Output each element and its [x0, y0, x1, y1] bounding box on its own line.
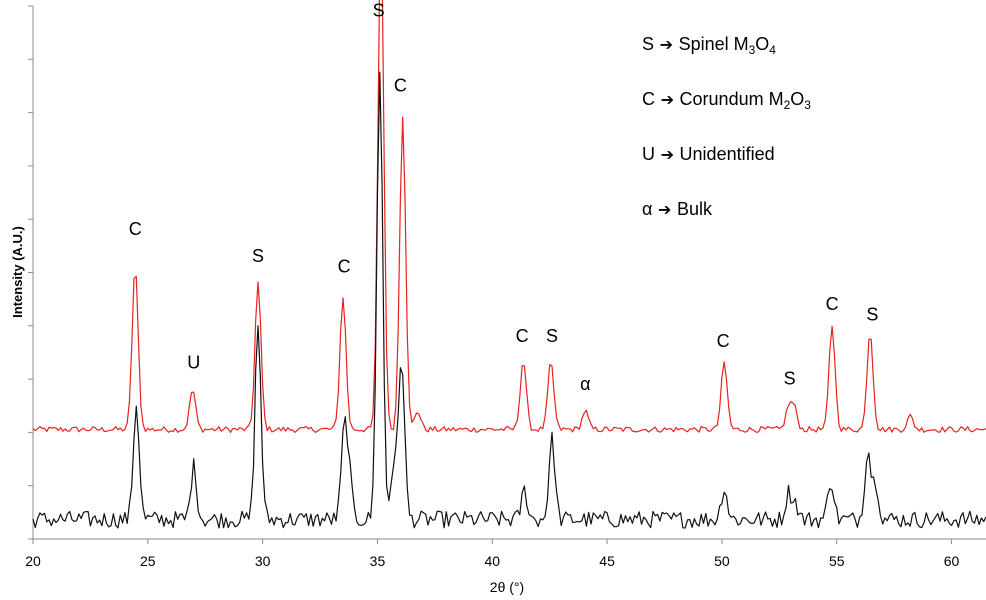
legend-name-part: O	[755, 34, 769, 54]
x-tick-label: 60	[944, 553, 960, 569]
legend-subscript: 3	[749, 43, 756, 57]
legend-subscript: 2	[784, 98, 791, 112]
x-tick-label: 40	[484, 553, 500, 569]
legend-name: Corundum M	[680, 89, 784, 109]
peak-label: C	[516, 326, 529, 346]
legend-entry: C ➔ Corundum M2O3	[642, 89, 811, 112]
legend-arrow: ➔	[654, 35, 679, 54]
x-tick-label: 20	[25, 553, 41, 569]
x-tick-label: 30	[255, 553, 271, 569]
peak-label: C	[394, 75, 407, 95]
peak-label: C	[338, 257, 351, 277]
series-line-black	[32, 71, 986, 529]
legend-symbol: U	[642, 144, 655, 164]
legend-arrow: ➔	[655, 145, 680, 164]
legend-entry: α ➔ Bulk	[642, 199, 713, 219]
peak-label: S	[784, 368, 796, 388]
legend-symbol: α	[642, 199, 652, 219]
peak-label: α	[580, 374, 590, 394]
legend-arrow: ➔	[655, 90, 680, 109]
legend-name: Unidentified	[680, 144, 775, 164]
legend-subscript: 3	[804, 98, 811, 112]
y-axis-ticks	[28, 5, 33, 540]
x-tick-label: 45	[599, 553, 615, 569]
x-axis-label: 2θ (°)	[490, 579, 524, 595]
legend-name: Spinel M	[679, 34, 749, 54]
x-tick-label: 50	[714, 553, 730, 569]
legend-symbol: S	[642, 34, 654, 54]
legend-arrow: ➔	[652, 200, 677, 219]
peak-label: C	[129, 219, 142, 239]
legend-name-part: O	[790, 89, 804, 109]
legend-entry: U ➔ Unidentified	[642, 144, 775, 164]
series-group	[32, 0, 986, 529]
y-axis-label: Intensity (A.U.)	[10, 226, 25, 318]
peak-label: S	[252, 246, 264, 266]
legend-symbol: C	[642, 89, 655, 109]
peak-label: C	[717, 331, 730, 351]
peak-label: S	[373, 1, 385, 21]
peak-label: S	[866, 304, 878, 324]
series-line-red	[32, 0, 986, 433]
peak-label: S	[546, 326, 558, 346]
peak-label: U	[187, 352, 200, 372]
peak-label: C	[826, 294, 839, 314]
x-tick-label: 55	[829, 553, 845, 569]
x-tick-label: 25	[140, 553, 156, 569]
legend-subscript: 4	[769, 43, 776, 57]
x-axis-ticks: 20 25 30 35 40 45 50 55 60	[25, 539, 960, 569]
legend-name: Bulk	[677, 199, 713, 219]
x-tick-label: 35	[370, 553, 386, 569]
legend-entry: S ➔ Spinel M3O4	[642, 34, 776, 57]
